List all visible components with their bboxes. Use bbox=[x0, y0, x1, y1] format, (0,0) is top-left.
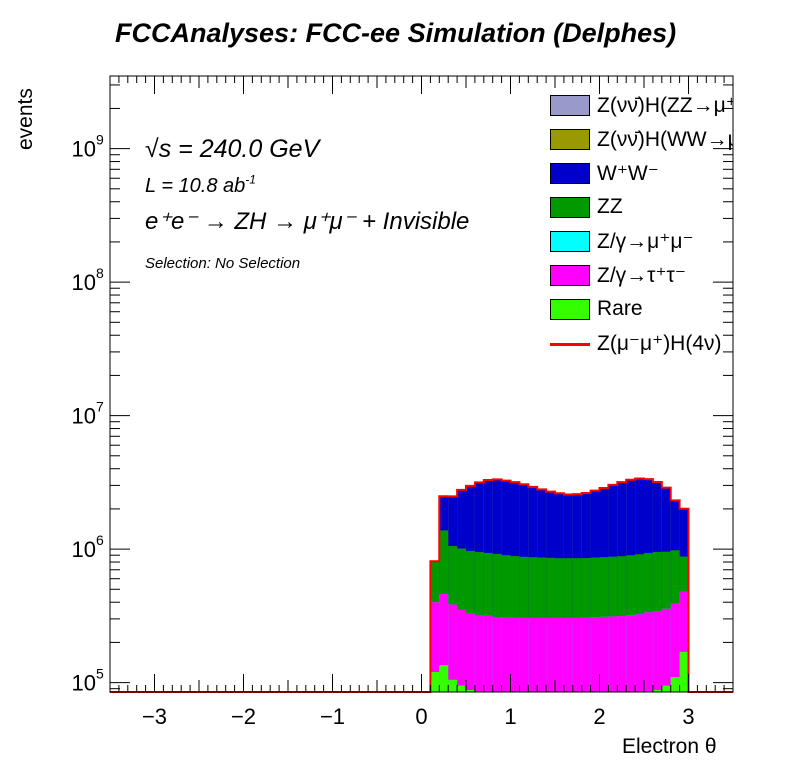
bar-rare bbox=[457, 685, 466, 692]
legend-label: Z(μ⁻μ⁺)H(4ν) bbox=[597, 332, 722, 355]
x-tick-label: 3 bbox=[682, 704, 694, 729]
lumi-prefix: L = 10.8 ab bbox=[145, 175, 246, 197]
bar-ztautau bbox=[457, 609, 466, 692]
legend-swatch bbox=[550, 231, 590, 252]
bar-rare bbox=[430, 672, 440, 692]
legend-swatch bbox=[550, 129, 590, 150]
y-tick-label: 10 bbox=[72, 537, 96, 562]
bar-ztautau bbox=[546, 617, 555, 692]
bar-ztautau bbox=[492, 616, 502, 692]
legend-label: Z(νν̄)H(WW→μ⁺νμ bbox=[597, 128, 733, 151]
bar-rare bbox=[448, 679, 458, 692]
signal-line bbox=[110, 477, 733, 693]
x-tick-label: −1 bbox=[320, 704, 345, 729]
legend-label: ZZ bbox=[597, 195, 623, 218]
legend-swatch bbox=[550, 299, 590, 320]
legend-swatch bbox=[550, 95, 590, 116]
x-tick-label: 0 bbox=[415, 704, 427, 729]
bar-ztautau bbox=[581, 617, 591, 692]
y-tick-label-exp: 9 bbox=[96, 132, 104, 148]
bar-ztautau bbox=[644, 612, 653, 692]
process-label: e⁺e⁻ → ZH → μ⁺μ⁻ + Invisible bbox=[145, 208, 470, 235]
plot-axes bbox=[109, 75, 734, 693]
y-tick-label: 10 bbox=[72, 404, 96, 429]
bar-ztautau bbox=[670, 603, 680, 692]
bar-ztautau bbox=[510, 617, 520, 692]
y-tick-label-exp: 6 bbox=[96, 532, 104, 548]
legend-label: Z/γ→μ⁺μ⁻ bbox=[597, 230, 694, 253]
bar-ztautau bbox=[652, 611, 662, 692]
bar-ztautau bbox=[555, 617, 564, 692]
lumi-sup: -1 bbox=[245, 172, 256, 187]
bar-ztautau bbox=[572, 617, 582, 692]
x-axis-label: Electron θ bbox=[622, 735, 717, 758]
selection-label: Selection: No Selection bbox=[145, 255, 301, 272]
bar-ztautau bbox=[483, 615, 493, 692]
bar-rare bbox=[439, 665, 449, 692]
bar-ztautau bbox=[448, 604, 458, 692]
stacked-histogram bbox=[110, 477, 733, 693]
legend-line-swatch bbox=[550, 343, 590, 346]
x-tick-label: −3 bbox=[142, 704, 167, 729]
bar-ztautau bbox=[537, 617, 547, 692]
bar-ztautau bbox=[519, 617, 529, 692]
bar-ztautau bbox=[590, 617, 600, 692]
bar-rare bbox=[661, 685, 671, 692]
bar-ztautau bbox=[528, 617, 538, 692]
bar-rare bbox=[466, 689, 475, 692]
bar-ztautau bbox=[617, 616, 627, 692]
bar-ztautau bbox=[661, 608, 671, 692]
bar-ztautau bbox=[679, 591, 689, 692]
legend-label: W⁺W⁻ bbox=[597, 162, 659, 185]
y-tick-label: 10 bbox=[72, 137, 96, 162]
y-tick-label-exp: 5 bbox=[96, 666, 104, 682]
y-axis-label: events bbox=[14, 88, 37, 150]
bar-ztautau bbox=[635, 614, 644, 692]
bar-ztautau bbox=[474, 614, 484, 692]
y-tick-label: 10 bbox=[72, 671, 96, 696]
x-tick-label: 2 bbox=[593, 704, 605, 729]
sqrt-s-label: √s = 240.0 GeV bbox=[145, 135, 320, 163]
lumi-label: L = 10.8 ab-1 bbox=[145, 172, 256, 198]
y-tick-label-exp: 7 bbox=[96, 399, 104, 415]
bar-ztautau bbox=[439, 594, 449, 692]
bar-rare bbox=[670, 677, 680, 692]
bar-ztautau bbox=[599, 616, 609, 692]
legend-swatch bbox=[550, 265, 590, 286]
x-tick-label: −2 bbox=[231, 704, 256, 729]
legend-swatch bbox=[550, 163, 590, 184]
legend-label: Rare bbox=[597, 297, 643, 320]
y-tick-label-exp: 8 bbox=[96, 265, 104, 281]
legend-label: Z(νν̄)H(ZZ→μ⁺μ⁻ν⁺ν bbox=[597, 94, 733, 117]
bar-ztautau bbox=[466, 613, 475, 692]
bar-ztautau bbox=[626, 615, 636, 692]
legend-swatch bbox=[550, 197, 590, 218]
x-tick-label: 1 bbox=[504, 704, 516, 729]
bar-ztautau bbox=[430, 602, 440, 692]
bar-rare bbox=[652, 689, 662, 692]
y-tick-label: 10 bbox=[72, 270, 96, 295]
legend-label: Z/γ→τ⁺τ⁻ bbox=[597, 264, 686, 287]
legend: Z(νν̄)H(ZZ→μ⁺μ⁻ν⁺ν Z(νν̄)H(WW→μ⁺νμ W⁺W⁻ ZZ Z… bbox=[545, 90, 733, 360]
chart-title: FCCAnalyses: FCC-ee Simulation (Delphes) bbox=[115, 18, 677, 48]
bar-rare bbox=[679, 651, 689, 692]
bar-ztautau bbox=[563, 617, 573, 692]
bar-ztautau bbox=[501, 616, 511, 692]
bar-ztautau bbox=[608, 616, 618, 692]
